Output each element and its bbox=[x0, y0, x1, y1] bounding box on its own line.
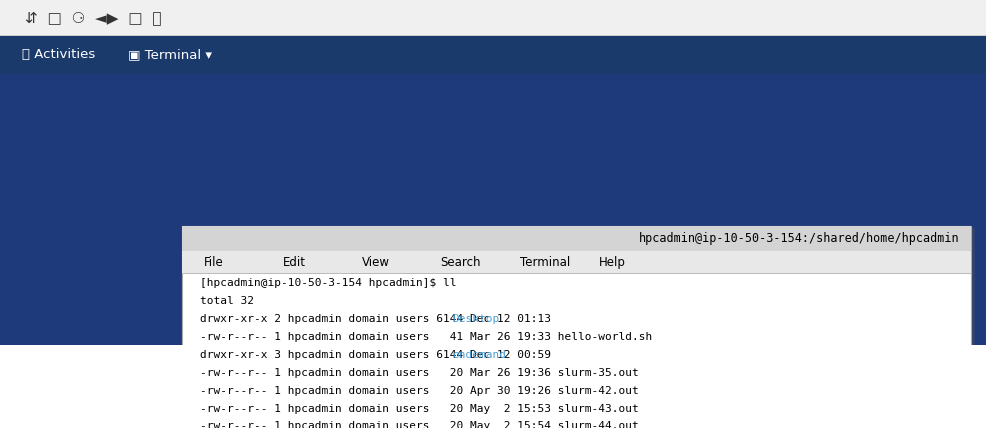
Text: File: File bbox=[204, 256, 224, 269]
Text: -rw-r--r-- 1 hpcadmin domain users   20 May  2 15:54 slurm-44.out: -rw-r--r-- 1 hpcadmin domain users 20 Ma… bbox=[200, 422, 639, 428]
Text: total 32: total 32 bbox=[200, 296, 254, 306]
FancyBboxPatch shape bbox=[182, 226, 971, 251]
Text: ⇵  □  ⚆  ◄▶  □  ⛶: ⇵ □ ⚆ ◄▶ □ ⛶ bbox=[25, 10, 161, 25]
Text: -rw-r--r-- 1 hpcadmin domain users   20 May  2 15:53 slurm-43.out: -rw-r--r-- 1 hpcadmin domain users 20 Ma… bbox=[200, 404, 639, 413]
Text: 🔥 Activities: 🔥 Activities bbox=[22, 48, 95, 61]
FancyBboxPatch shape bbox=[0, 35, 986, 74]
Text: -rw-r--r-- 1 hpcadmin domain users   41 Mar 26 19:33 hello-world.sh: -rw-r--r-- 1 hpcadmin domain users 41 Ma… bbox=[200, 332, 653, 342]
Text: [hpcadmin@ip-10-50-3-154 hpcadmin]$ ll: [hpcadmin@ip-10-50-3-154 hpcadmin]$ ll bbox=[200, 278, 457, 288]
FancyBboxPatch shape bbox=[182, 251, 971, 252]
Text: -rw-r--r-- 1 hpcadmin domain users   20 Apr 30 19:26 slurm-42.out: -rw-r--r-- 1 hpcadmin domain users 20 Ap… bbox=[200, 386, 639, 395]
Text: Help: Help bbox=[599, 256, 625, 269]
FancyBboxPatch shape bbox=[182, 273, 971, 274]
FancyBboxPatch shape bbox=[0, 74, 986, 345]
Text: ondemand: ondemand bbox=[453, 350, 507, 360]
Text: hpcadmin@ip-10-50-3-154:/shared/home/hpcadmin: hpcadmin@ip-10-50-3-154:/shared/home/hpc… bbox=[639, 232, 959, 245]
Text: Terminal: Terminal bbox=[520, 256, 570, 269]
Text: -rw-r--r-- 1 hpcadmin domain users   20 Mar 26 19:36 slurm-35.out: -rw-r--r-- 1 hpcadmin domain users 20 Ma… bbox=[200, 368, 639, 377]
FancyBboxPatch shape bbox=[182, 226, 971, 428]
Text: ▣ Terminal ▾: ▣ Terminal ▾ bbox=[128, 48, 212, 61]
Text: View: View bbox=[362, 256, 389, 269]
Text: Desktop: Desktop bbox=[453, 314, 500, 324]
Text: drwxr-xr-x 2 hpcadmin domain users 6144 Dec 12 01:13: drwxr-xr-x 2 hpcadmin domain users 6144 … bbox=[200, 314, 558, 324]
Text: Edit: Edit bbox=[283, 256, 306, 269]
FancyBboxPatch shape bbox=[0, 35, 986, 36]
FancyBboxPatch shape bbox=[0, 0, 986, 35]
FancyBboxPatch shape bbox=[186, 228, 975, 428]
FancyBboxPatch shape bbox=[182, 251, 971, 273]
Text: Search: Search bbox=[441, 256, 481, 269]
Text: drwxr-xr-x 3 hpcadmin domain users 6144 Dec 12 00:59: drwxr-xr-x 3 hpcadmin domain users 6144 … bbox=[200, 350, 558, 360]
